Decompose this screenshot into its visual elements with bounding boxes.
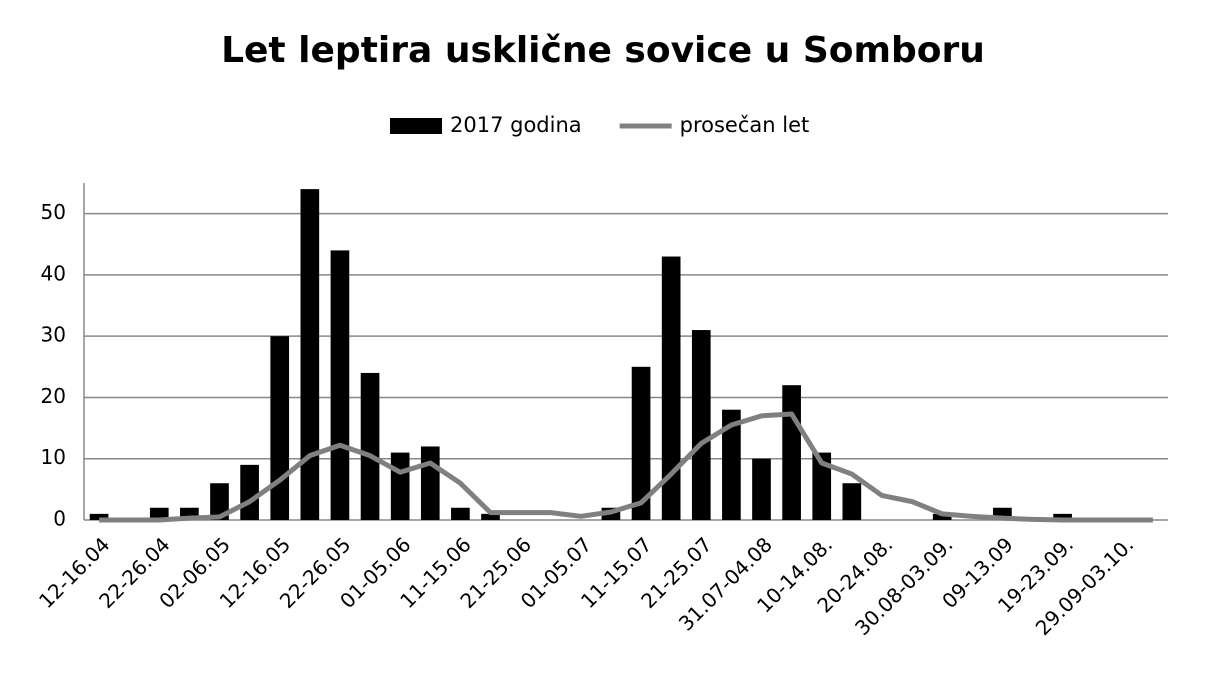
legend-label: prosečan let	[680, 113, 810, 137]
legend: 2017 godina prosečan let	[390, 113, 809, 137]
y-tick-label: 30	[41, 323, 66, 347]
y-tick-label: 10	[41, 445, 66, 469]
bar	[1053, 513, 1072, 520]
bar	[932, 513, 952, 520]
bar	[812, 452, 832, 520]
y-tick-label: 40	[41, 261, 66, 285]
legend-swatch	[390, 118, 442, 134]
bar	[270, 336, 290, 520]
bar	[481, 513, 500, 520]
bar	[240, 464, 259, 520]
bar	[722, 409, 741, 520]
y-tick-label: 20	[41, 384, 66, 408]
bar	[89, 513, 109, 520]
legend-label: 2017 godina	[450, 113, 582, 137]
bar	[300, 189, 320, 521]
y-tick-label: 50	[41, 200, 66, 224]
bar	[390, 452, 410, 520]
line	[99, 411, 1153, 523]
bar	[149, 507, 169, 520]
bar	[330, 250, 350, 520]
bar	[631, 366, 651, 520]
bar	[210, 483, 229, 520]
chart-title: Let leptira usklične sovice u Somboru	[221, 30, 985, 71]
bar	[691, 330, 711, 520]
bar	[451, 507, 470, 520]
bar	[752, 458, 771, 520]
bar	[782, 385, 801, 520]
bar	[661, 256, 681, 520]
bar	[420, 446, 440, 520]
bar	[360, 372, 380, 520]
y-tick-label: 0	[53, 507, 66, 531]
bar	[842, 483, 862, 520]
